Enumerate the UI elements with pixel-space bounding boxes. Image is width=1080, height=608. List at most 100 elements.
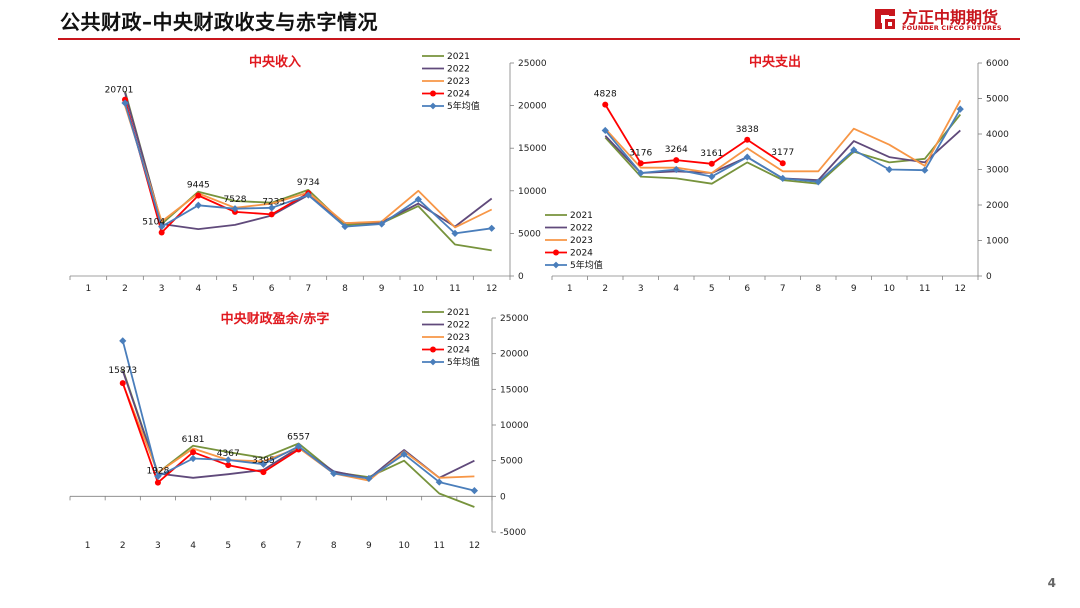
data-point-marker [154, 479, 161, 486]
data-point-marker [779, 174, 787, 182]
data-point-marker [602, 101, 609, 108]
legend-marker [430, 346, 436, 353]
legend-label: 5年均值 [447, 356, 480, 368]
company-logo: 方正中期期货 FOUNDER CIFCO FUTURES [870, 2, 1020, 36]
x-tick-label: 7 [305, 284, 311, 294]
data-point-marker [378, 220, 386, 228]
x-tick-label: 12 [955, 284, 966, 294]
series-line [121, 370, 475, 480]
data-point-marker [259, 460, 268, 468]
legend-label: 2024 [447, 90, 470, 100]
x-tick-label: 8 [815, 284, 821, 294]
page-number: 4 [1047, 576, 1056, 590]
x-tick-label: 8 [331, 541, 337, 551]
x-tick-label: 5 [225, 541, 231, 551]
data-label: 6557 [287, 433, 310, 443]
y-tick-label: 4000 [986, 130, 1009, 140]
data-point-marker [154, 472, 162, 480]
legend-label: 2021 [447, 308, 470, 318]
data-point-marker [341, 222, 349, 231]
data-point-marker [956, 105, 964, 113]
data-point-marker [488, 224, 496, 232]
y-tick-label: 0 [986, 272, 992, 282]
data-point-marker [708, 160, 715, 167]
data-point-marker [119, 337, 127, 345]
legend-label: 2022 [570, 224, 593, 234]
data-point-marker [158, 222, 166, 231]
data-label: 5104 [142, 218, 165, 228]
x-tick-label: 10 [884, 284, 896, 294]
data-point-marker [414, 195, 422, 203]
data-point-marker [470, 487, 479, 495]
data-point-marker [673, 157, 680, 164]
data-point-marker [119, 380, 126, 387]
x-tick-label: 9 [851, 284, 857, 294]
legend-label: 2023 [447, 333, 470, 343]
y-tick-label: 5000 [986, 95, 1009, 105]
y-tick-label: 5000 [500, 457, 523, 467]
x-tick-label: 7 [780, 284, 786, 294]
data-point-marker [365, 474, 373, 483]
chart-title: 中央收入 [249, 54, 301, 70]
x-tick-label: 10 [413, 284, 425, 294]
x-tick-label: 1 [85, 284, 91, 294]
x-tick-label: 5 [232, 284, 238, 294]
data-point-marker [601, 126, 609, 135]
y-tick-label: 15000 [518, 144, 547, 154]
y-tick-label: 1000 [986, 237, 1009, 247]
chart-title: 中央支出 [749, 54, 801, 70]
data-point-marker [189, 454, 197, 463]
x-tick-label: 5 [709, 284, 715, 294]
data-point-marker [194, 201, 202, 209]
x-tick-label: 3 [638, 284, 644, 294]
series-line [124, 105, 493, 229]
legend-marker [430, 90, 436, 97]
x-tick-label: 6 [261, 541, 267, 551]
data-label: 3177 [771, 148, 794, 158]
data-label: 7528 [224, 195, 247, 205]
data-point-marker [850, 146, 858, 154]
logo-name-en: FOUNDER CIFCO FUTURES [902, 24, 1002, 32]
y-tick-label: 20000 [518, 102, 547, 112]
legend-marker [429, 102, 437, 110]
y-tick-label: 0 [518, 272, 524, 282]
y-tick-label: 5000 [518, 229, 541, 239]
legend-marker [553, 249, 559, 256]
data-label: 6181 [182, 435, 205, 445]
data-point-marker [744, 136, 751, 143]
legend-label: 5年均值 [447, 100, 480, 112]
x-tick-label: 12 [486, 284, 497, 294]
title-divider [58, 38, 1020, 40]
y-tick-label: 2000 [986, 201, 1009, 211]
chart-title: 中央财政盈余/赤字 [221, 311, 330, 327]
x-tick-label: 2 [122, 284, 128, 294]
legend-marker [429, 358, 437, 366]
y-tick-label: 25000 [500, 314, 529, 324]
data-point-marker [451, 229, 459, 237]
y-tick-label: 10000 [500, 421, 529, 431]
data-point-marker [260, 469, 267, 476]
legend-label: 2021 [447, 52, 470, 62]
y-tick-label: 0 [500, 492, 506, 502]
x-tick-label: 9 [366, 541, 372, 551]
y-tick-label: 20000 [500, 350, 529, 360]
data-point-marker [158, 229, 165, 236]
data-label: 4828 [594, 90, 617, 100]
data-label: 4367 [217, 449, 240, 459]
data-label: 3264 [665, 145, 688, 155]
x-tick-label: 4 [190, 541, 196, 551]
data-point-marker [268, 211, 275, 218]
data-point-marker [195, 192, 202, 199]
chart-central-fiscal-balance: 中央财政盈余/赤字 -5000 0 5000 10000 15000 20000 25000 1… [69, 308, 529, 551]
data-point-marker [121, 99, 129, 107]
x-tick-label: 2 [602, 284, 608, 294]
x-tick-label: 8 [342, 284, 348, 294]
logo-name-cn: 方正中期期货 [902, 8, 999, 27]
data-label: 15873 [108, 366, 137, 376]
x-tick-label: 11 [919, 284, 930, 294]
legend-label: 2022 [447, 65, 470, 75]
data-label: 20701 [105, 86, 134, 96]
x-tick-label: 9 [379, 284, 385, 294]
data-point-marker [190, 449, 197, 456]
